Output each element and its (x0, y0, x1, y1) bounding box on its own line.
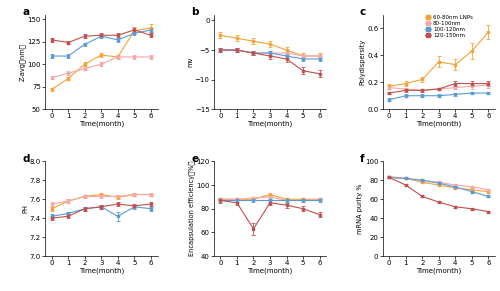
X-axis label: Time(month): Time(month) (416, 121, 462, 127)
Text: b: b (191, 7, 199, 17)
X-axis label: Time(month): Time(month) (248, 268, 292, 274)
Text: c: c (360, 7, 366, 17)
Y-axis label: Z-avg（nm）: Z-avg（nm） (20, 43, 26, 81)
Y-axis label: mv: mv (188, 57, 194, 67)
X-axis label: Time(month): Time(month) (248, 121, 292, 127)
Y-axis label: Polydispersity: Polydispersity (360, 39, 366, 85)
X-axis label: Time(month): Time(month) (78, 268, 124, 274)
X-axis label: Time(month): Time(month) (78, 121, 124, 127)
Text: a: a (22, 7, 30, 17)
Text: d: d (22, 154, 30, 164)
Y-axis label: Encapsulation efficiency（%）: Encapsulation efficiency（%） (188, 161, 194, 256)
Y-axis label: PH: PH (22, 204, 28, 213)
X-axis label: Time(month): Time(month) (416, 268, 462, 274)
Legend: 60-80nm LNPs, 80-100nm, 100-120nm, 120-150nm: 60-80nm LNPs, 80-100nm, 100-120nm, 120-1… (424, 15, 473, 38)
Text: f: f (360, 154, 364, 164)
Y-axis label: mRNA purity %: mRNA purity % (358, 183, 364, 234)
Text: e: e (191, 154, 198, 164)
